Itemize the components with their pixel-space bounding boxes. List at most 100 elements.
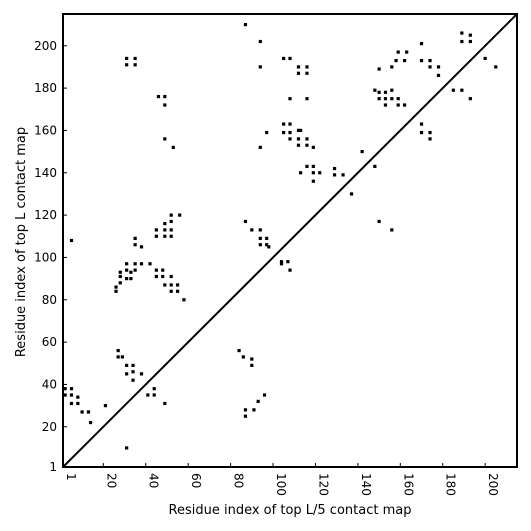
contact-point [288,122,292,126]
x-tick-label: 1 [64,473,78,481]
contact-point [282,130,286,135]
contact-point [396,103,400,107]
x-tick-label: 180 [444,473,458,496]
contact-point [161,268,165,272]
x-tick-label: 140 [359,473,373,496]
contact-point [451,88,455,92]
contact-point [377,90,381,94]
plot-frame [62,13,518,468]
contact-point [311,164,315,169]
contact-point [311,171,315,175]
contact-point [69,387,74,391]
contact-point [288,268,292,272]
contact-point [419,122,424,126]
contact-point [383,97,388,101]
contact-point [286,260,290,264]
y-tick-label: 180 [34,81,57,95]
contact-point [156,94,161,99]
contact-point [133,236,137,240]
contact-point [133,262,137,266]
y-tick-label: 60 [42,335,57,349]
x-tick-label: 100 [274,473,288,496]
contact-point [139,372,144,376]
contact-point [125,363,129,367]
x-tick-label: 80 [232,473,246,488]
contact-point [318,171,322,175]
x-axis-label: Residue index of top L/5 contact map [169,503,412,518]
x-tick-label: 120 [316,473,330,496]
contact-point [296,137,301,141]
contact-point [468,33,472,37]
y-tick-label: 100 [34,250,57,264]
contact-point [402,103,407,107]
y-tick-label: 140 [34,166,57,180]
contact-point [305,137,309,141]
y-tick-label: 120 [34,208,57,222]
contact-point [139,262,144,266]
contact-point [169,213,173,217]
contact-point [161,274,165,279]
contact-point [258,236,262,240]
contact-point [390,65,394,69]
contact-point [169,283,173,287]
contact-point [163,283,167,287]
contact-point [116,348,120,353]
contact-point [154,268,158,272]
contact-point [118,274,122,279]
contact-point [299,128,303,133]
contact-point [390,88,394,92]
contact-point [243,408,248,412]
contact-point [267,245,271,249]
diagonal-line [62,13,518,468]
contact-point [256,399,260,403]
contact-point [152,393,156,397]
y-tick-label: 160 [34,123,57,137]
y-tick-label: 1 [49,460,57,474]
contact-point [125,56,129,61]
contact-point [131,378,135,382]
contact-point [258,145,262,149]
contact-point [171,145,175,149]
contact-point [419,130,424,135]
x-tick-label: 160 [401,473,415,496]
contact-point [69,238,74,243]
contact-point [279,260,284,264]
contact-point [288,97,292,101]
contact-point [460,39,464,44]
contact-point [332,173,337,177]
contact-point [436,65,441,69]
contact-point [133,243,137,247]
contact-point [169,289,173,293]
contact-point [428,130,432,135]
contact-point [103,404,108,408]
contact-point [243,219,248,224]
contact-point [120,355,125,359]
contact-point [296,65,301,69]
contact-point [402,58,407,63]
contact-point [296,128,301,133]
contact-point [258,228,262,232]
contact-point [154,234,158,238]
contact-point [163,234,167,238]
contact-point [131,363,135,367]
contact-point [76,401,80,406]
contact-point [118,281,122,285]
contact-point [154,228,158,232]
contact-point [258,65,262,69]
contact-point [125,63,129,67]
contact-point [133,56,137,61]
contact-point [282,122,286,126]
contact-point [129,270,133,274]
contact-point [146,393,150,397]
contact-point [468,97,472,101]
contact-point [125,372,129,376]
contact-point [305,71,309,75]
contact-point [250,357,254,361]
contact-point [349,192,354,196]
contact-point [169,219,173,224]
x-tick-label: 60 [189,473,203,488]
contact-point [114,289,118,293]
contact-point [252,408,256,412]
contact-point [163,137,167,141]
contact-point [86,410,91,414]
